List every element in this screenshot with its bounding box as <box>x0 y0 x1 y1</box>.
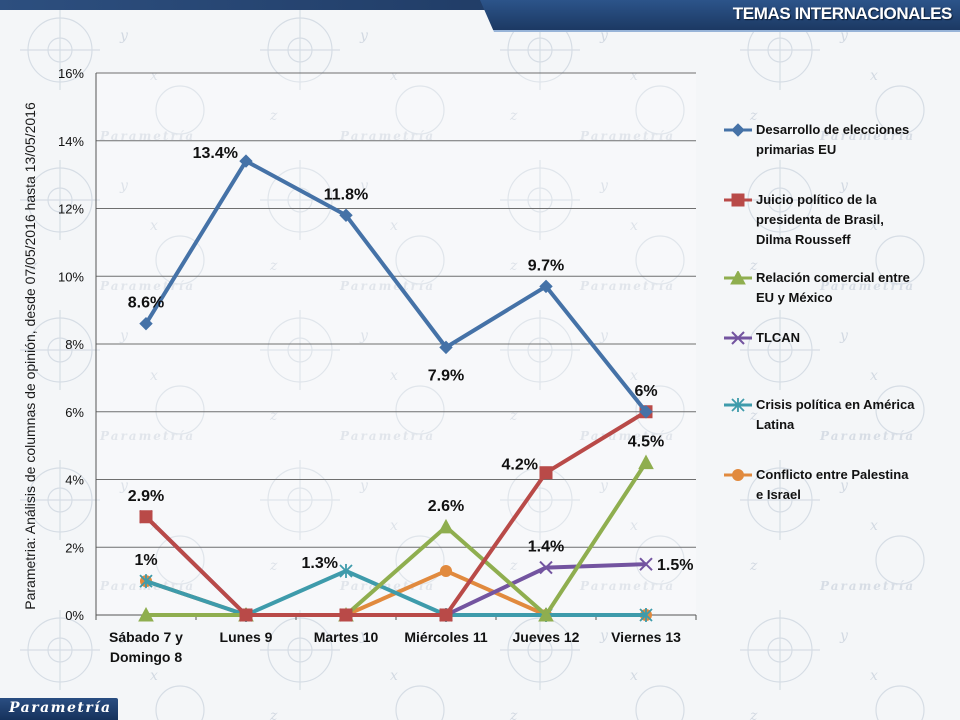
data-label: 4.5% <box>628 434 664 451</box>
data-label: 8.6% <box>128 295 164 312</box>
legend-label: Crisis política en América Latina <box>756 397 915 432</box>
parametria-logo: Parametría <box>0 698 118 720</box>
data-label: 1% <box>134 552 157 569</box>
legend-swatch <box>724 398 752 412</box>
data-label: 1.4% <box>528 539 564 556</box>
y-tick-label: 16% <box>58 66 84 81</box>
x-tick-label-line: Viernes 13 <box>611 629 681 645</box>
y-tick-label: 2% <box>65 540 84 555</box>
x-tick-label-line: Sábado 7 y <box>109 629 183 645</box>
x-tick-label-line: Martes 10 <box>314 629 379 645</box>
y-tick-label: 10% <box>58 269 84 284</box>
series-line <box>144 159 648 413</box>
data-point <box>339 563 353 578</box>
data-point <box>539 560 553 575</box>
legend-swatch <box>724 331 752 345</box>
y-tick-label: 6% <box>65 405 84 420</box>
data-point <box>438 518 454 534</box>
x-tick-label-line: Jueves 12 <box>513 629 580 645</box>
data-point <box>538 606 554 622</box>
data-point <box>639 608 653 622</box>
data-point <box>339 608 353 622</box>
x-tick-label-line: Lunes 9 <box>220 629 273 645</box>
legend-swatch <box>724 271 752 285</box>
x-tick-label: Lunes 9 <box>220 629 273 645</box>
data-point-stroke <box>639 557 653 571</box>
data-point-stroke <box>731 331 745 345</box>
legend-label: Desarrollo de elecciones primarias EU <box>756 122 910 157</box>
data-point <box>139 510 153 524</box>
x-tick-label-line: Miércoles 11 <box>404 629 487 645</box>
series-line <box>144 410 648 617</box>
data-point <box>639 557 653 571</box>
data-label: 13.4% <box>193 145 238 162</box>
y-tick-label: 8% <box>65 337 84 352</box>
data-label: 4.2% <box>502 457 538 474</box>
data-point <box>439 340 453 355</box>
data-point <box>239 154 253 168</box>
data-point <box>731 331 745 345</box>
data-label: 7.9% <box>428 367 464 384</box>
series-line <box>145 568 646 617</box>
data-point <box>730 271 746 285</box>
data-label: 11.8% <box>324 186 368 203</box>
data-label: 9.7% <box>528 257 564 274</box>
legend-label: TLCAN <box>756 330 801 345</box>
legend-swatch <box>724 123 752 137</box>
data-label: 2.9% <box>128 488 164 505</box>
x-tick-label: Miércoles 11 <box>404 629 487 645</box>
x-tick-label: Viernes 13 <box>611 629 681 645</box>
data-point <box>138 606 154 622</box>
data-point <box>731 398 745 412</box>
legend-label: Conflicto entre Palestina e Israel <box>756 467 909 502</box>
x-tick-label-line: Domingo 8 <box>110 649 183 665</box>
data-point <box>731 193 745 207</box>
data-point <box>440 564 452 577</box>
data-point <box>139 316 153 331</box>
data-point <box>638 454 654 470</box>
title-tab: TEMAS INTERNACIONALES <box>480 0 960 32</box>
legend-label: Relación comercial entre EU y México <box>756 270 910 305</box>
data-point-stroke <box>539 560 553 575</box>
data-point <box>439 608 453 622</box>
data-point <box>339 208 353 222</box>
legend-swatch <box>724 193 752 207</box>
data-label: 1.5% <box>657 557 693 574</box>
data-point <box>639 405 653 419</box>
data-label: 2.6% <box>428 498 464 515</box>
data-label: 1.3% <box>302 555 338 572</box>
data-point <box>539 466 553 480</box>
data-point <box>732 469 744 481</box>
header-band <box>0 0 960 10</box>
y-tick-label: 4% <box>65 473 84 488</box>
data-point <box>139 574 153 589</box>
y-tick-label: 0% <box>65 608 84 623</box>
x-tick-label: Jueves 12 <box>513 629 580 645</box>
legend-swatch <box>724 469 752 481</box>
data-label: 6% <box>634 383 657 400</box>
data-point <box>239 608 253 622</box>
logo-text: Parametría <box>9 700 112 716</box>
page-title: TEMAS INTERNACIONALES <box>732 4 953 23</box>
y-tick-label: 14% <box>58 134 84 149</box>
legend-label: Juicio político de la presidenta de Brasi… <box>756 192 884 247</box>
series-line <box>146 461 648 617</box>
y-tick-label: 12% <box>58 202 84 217</box>
x-tick-label: Martes 10 <box>314 629 379 645</box>
data-point <box>731 123 745 137</box>
data-point <box>539 279 553 294</box>
x-tick-label: Sábado 7 y Domingo 8 <box>109 629 183 665</box>
